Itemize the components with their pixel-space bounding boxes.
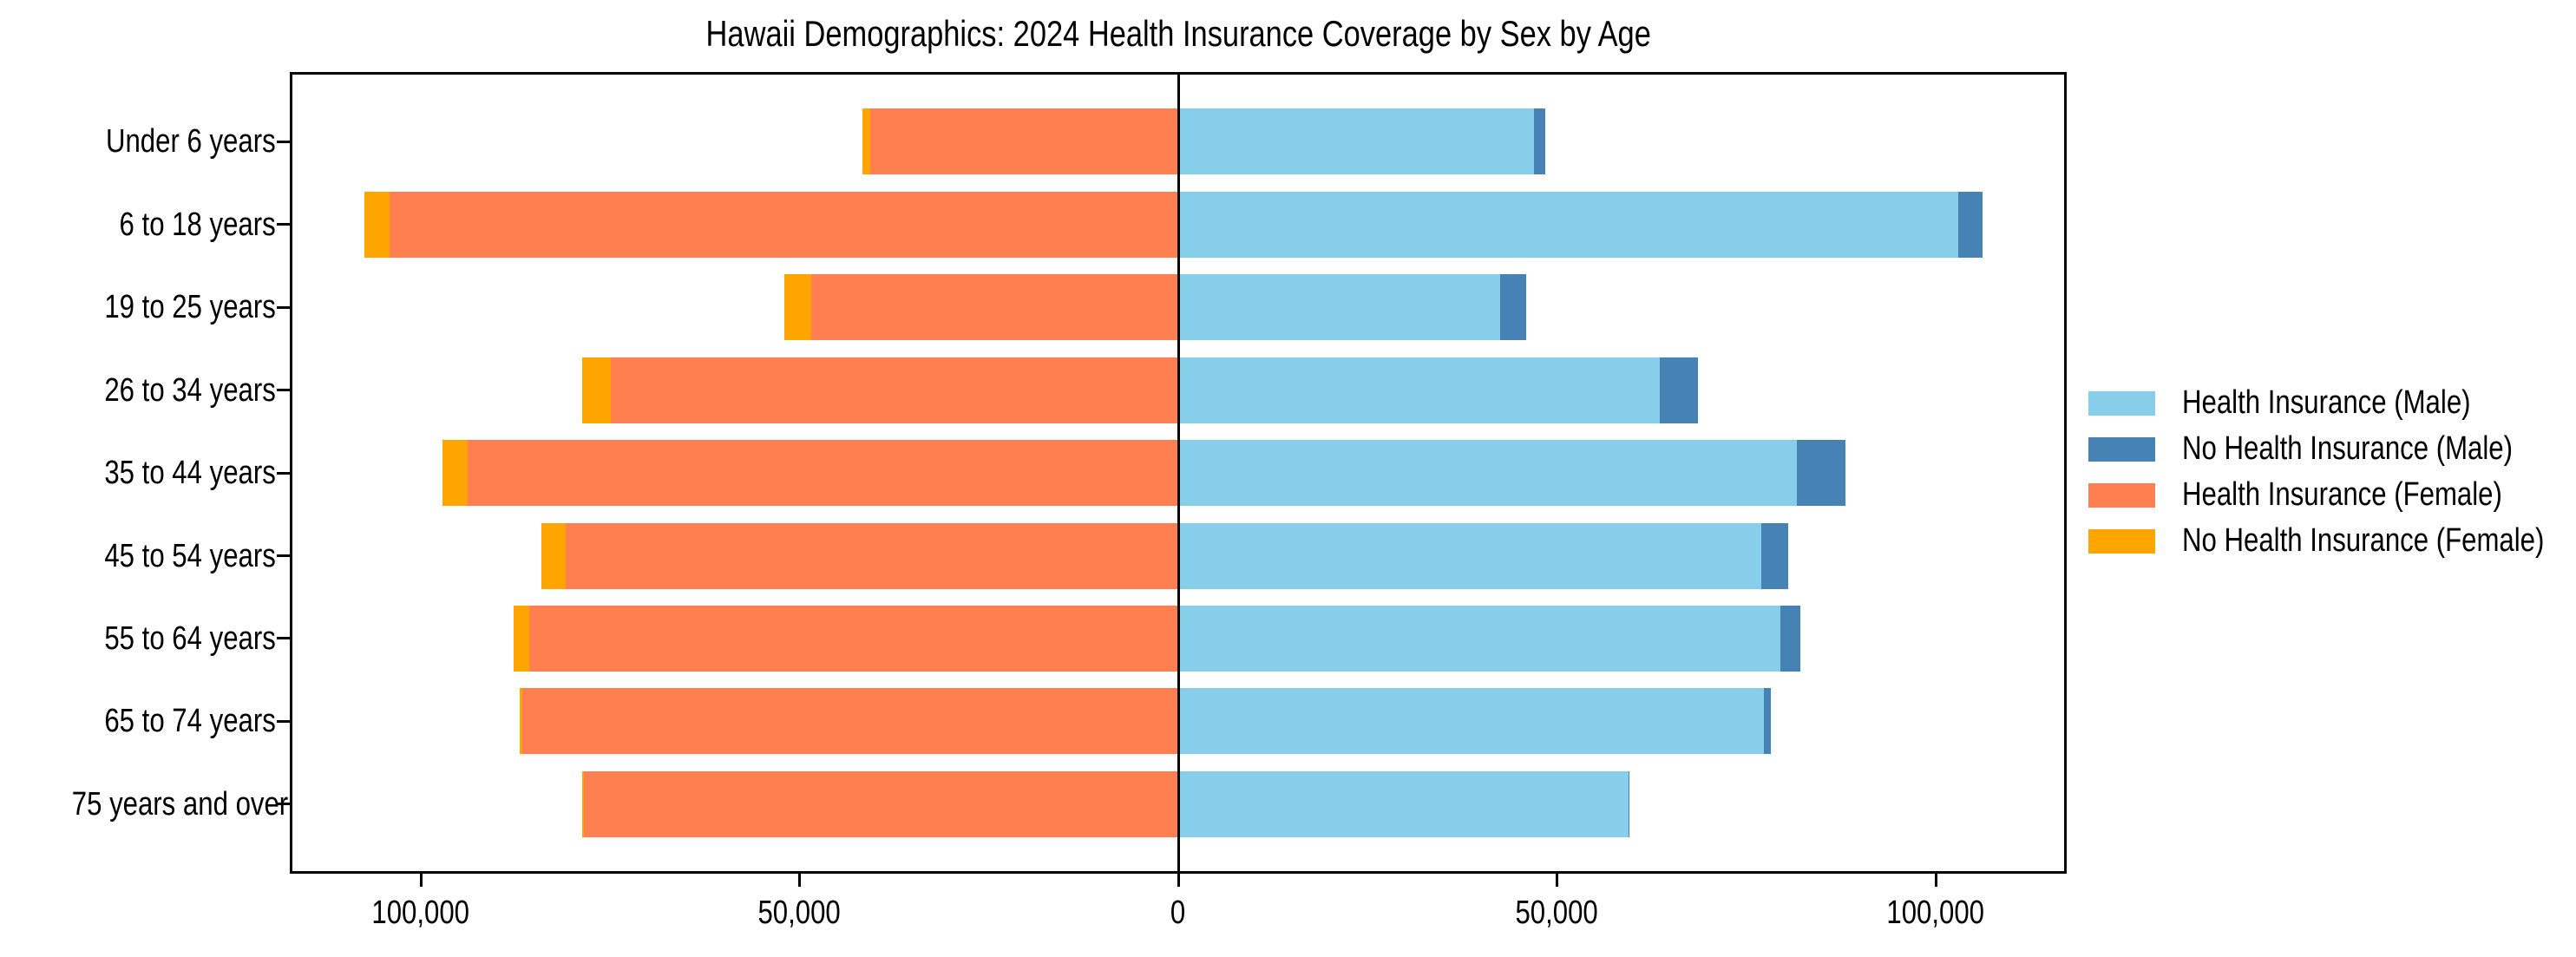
legend-label: Health Insurance (Male): [2182, 380, 2534, 426]
y-axis-label: 19 to 25 years: [24, 287, 276, 327]
y-axis-tick: [277, 471, 290, 475]
y-axis-label: 55 to 64 years: [24, 619, 276, 659]
bar-health-insurance-female: [528, 605, 1178, 672]
bar-no-health-insurance-male: [1534, 108, 1546, 175]
y-axis-label-text: 55 to 64 years: [104, 619, 276, 657]
y-axis-label: Under 6 years: [24, 121, 276, 161]
y-axis-label: 26 to 34 years: [24, 370, 276, 410]
y-axis-label: 65 to 74 years: [24, 701, 276, 741]
x-axis-tick-label: 0: [1048, 893, 1308, 933]
x-axis-tick: [419, 874, 423, 887]
legend-item-health-insurance-female: Health Insurance (Female): [2088, 472, 2576, 518]
legend-label-text: No Health Insurance (Female): [2182, 522, 2545, 559]
bar-no-health-insurance-female: [582, 357, 612, 423]
bar-no-health-insurance-male: [1780, 605, 1800, 672]
bar-health-insurance-male: [1178, 770, 1629, 837]
legend-swatch-no-health-insurance-male: [2088, 436, 2155, 462]
y-axis-label-text: Under 6 years: [106, 123, 276, 161]
legend-item-no-health-insurance-male: No Health Insurance (Male): [2088, 426, 2576, 472]
x-axis-tick-label: 50,000: [1427, 893, 1688, 933]
x-axis-tick-label: 100,000: [1806, 893, 2066, 933]
y-axis-label: 6 to 18 years: [24, 205, 276, 245]
y-axis-label-text: 26 to 34 years: [104, 371, 276, 409]
y-axis-label-text: 75 years and over: [71, 785, 289, 823]
bar-health-insurance-female: [522, 688, 1178, 755]
bar-no-health-insurance-female: [442, 440, 469, 506]
bar-health-insurance-female: [390, 191, 1178, 258]
y-axis-tick: [277, 223, 290, 226]
chart-title-text: Hawaii Demographics: 2024 Health Insuran…: [705, 13, 1651, 54]
y-axis-tick: [277, 305, 290, 309]
bar-no-health-insurance-female: [784, 274, 811, 341]
legend-label: No Health Insurance (Male): [2182, 426, 2576, 472]
bar-health-insurance-male: [1178, 191, 1959, 258]
y-axis-label-text: 19 to 25 years: [104, 289, 276, 326]
bar-no-health-insurance-male: [1958, 191, 1983, 258]
bar-health-insurance-female: [869, 108, 1178, 175]
x-axis-tick-label-text: 100,000: [1886, 895, 1985, 931]
bar-no-health-insurance-female: [541, 522, 566, 589]
x-axis-tick-label-text: 50,000: [1515, 895, 1599, 931]
x-axis-tick-label: 100,000: [291, 893, 551, 933]
bar-health-insurance-male: [1178, 440, 1798, 506]
bar-health-insurance-female: [583, 770, 1178, 837]
bar-no-health-insurance-male: [1797, 440, 1846, 506]
legend-label: Health Insurance (Female): [2182, 472, 2573, 518]
x-axis-tick: [1177, 874, 1180, 887]
bar-health-insurance-female: [468, 440, 1178, 506]
legend-swatch-health-insurance-male: [2088, 390, 2155, 416]
bar-health-insurance-male: [1178, 274, 1500, 341]
bar-no-health-insurance-male: [1761, 522, 1788, 589]
x-axis-tick: [798, 874, 801, 887]
y-axis-tick: [277, 140, 290, 143]
bar-no-health-insurance-female: [581, 770, 584, 837]
y-axis-label-text: 65 to 74 years: [104, 703, 276, 740]
bar-health-insurance-male: [1178, 688, 1764, 755]
bar-no-health-insurance-female: [862, 108, 870, 175]
bar-health-insurance-male: [1178, 522, 1762, 589]
bar-health-insurance-female: [565, 522, 1178, 589]
y-axis-tick: [277, 389, 290, 391]
legend-label: No Health Insurance (Female): [2182, 518, 2576, 564]
bar-health-insurance-female: [810, 274, 1178, 341]
x-axis-tick: [1556, 874, 1558, 887]
bar-no-health-insurance-male: [1660, 357, 1698, 423]
x-axis-tick: [1934, 874, 1937, 887]
y-axis-label: 75 years and over: [24, 784, 288, 824]
y-axis-label-text: 35 to 44 years: [104, 455, 276, 491]
legend-label-text: Health Insurance (Female): [2182, 476, 2502, 513]
y-axis-label-text: 6 to 18 years: [119, 206, 276, 243]
y-axis-tick: [277, 719, 290, 723]
bar-health-insurance-female: [611, 357, 1178, 423]
x-axis-tick-label: 50,000: [670, 893, 930, 933]
legend-item-no-health-insurance-female: No Health Insurance (Female): [2088, 518, 2576, 564]
y-axis-label: 45 to 54 years: [24, 536, 276, 576]
y-axis-tick: [277, 554, 290, 557]
bar-no-health-insurance-male: [1628, 770, 1630, 837]
y-axis-tick: [277, 803, 290, 806]
legend: Health Insurance (Male) No Health Insuran…: [2088, 380, 2576, 564]
y-axis-label: 35 to 44 years: [24, 453, 276, 493]
bar-no-health-insurance-female: [513, 605, 529, 672]
bar-no-health-insurance-male: [1500, 274, 1526, 341]
y-axis-tick: [277, 637, 290, 640]
x-axis-tick-label-text: 0: [1170, 895, 1186, 931]
chart-title: Hawaii Demographics: 2024 Health Insuran…: [290, 12, 2067, 56]
bar-health-insurance-male: [1178, 357, 1661, 423]
legend-swatch-health-insurance-female: [2088, 482, 2155, 508]
bar-no-health-insurance-female: [364, 191, 390, 258]
legend-item-health-insurance-male: Health Insurance (Male): [2088, 380, 2576, 426]
legend-swatch-no-health-insurance-female: [2088, 528, 2155, 554]
bar-no-health-insurance-female: [520, 688, 522, 755]
bar-health-insurance-male: [1178, 108, 1535, 175]
x-axis-tick-label-text: 50,000: [757, 895, 842, 931]
legend-label-text: Health Insurance (Male): [2182, 384, 2471, 421]
zero-axis-line: [1177, 72, 1180, 874]
bar-health-insurance-male: [1178, 605, 1780, 672]
bar-no-health-insurance-male: [1763, 688, 1771, 755]
y-axis-label-text: 45 to 54 years: [104, 537, 276, 574]
legend-label-text: No Health Insurance (Male): [2182, 430, 2514, 467]
x-axis-tick-label-text: 100,000: [371, 895, 470, 931]
